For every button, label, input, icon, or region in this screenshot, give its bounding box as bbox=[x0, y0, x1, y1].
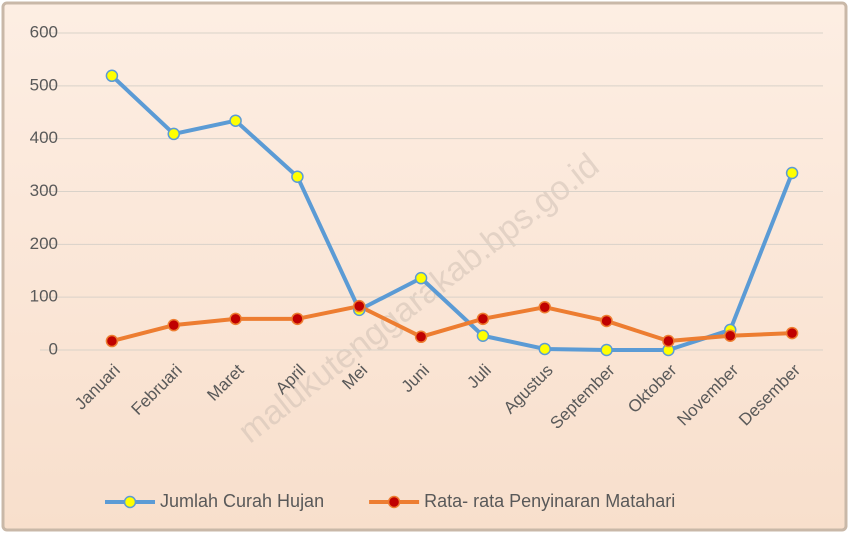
y-tick-label: 600 bbox=[30, 22, 58, 41]
data-point bbox=[600, 314, 613, 328]
legend-marker bbox=[387, 495, 401, 509]
data-point bbox=[105, 334, 119, 348]
data-point bbox=[291, 312, 304, 326]
data-point bbox=[414, 330, 428, 344]
y-tick-label: 0 bbox=[49, 339, 58, 358]
data-point bbox=[600, 343, 613, 357]
y-tick-label: 500 bbox=[30, 75, 58, 94]
data-point bbox=[291, 170, 304, 183]
data-point bbox=[476, 329, 490, 342]
data-point bbox=[353, 299, 366, 313]
data-point bbox=[538, 342, 551, 356]
data-point bbox=[476, 312, 490, 326]
data-point bbox=[105, 69, 119, 83]
y-tick-label: 400 bbox=[30, 128, 58, 147]
series-line bbox=[111, 304, 793, 344]
data-point bbox=[538, 300, 551, 314]
data-point bbox=[414, 271, 428, 285]
data-point bbox=[785, 326, 799, 340]
y-tick-label: 100 bbox=[30, 287, 58, 306]
legend-label: Rata- rata Penyinaran Matahari bbox=[424, 491, 675, 511]
series-line bbox=[110, 74, 794, 352]
y-tick-label: 300 bbox=[30, 181, 58, 200]
legend-label: Jumlah Curah Hujan bbox=[160, 491, 324, 511]
legend-marker bbox=[123, 495, 137, 509]
data-point bbox=[785, 166, 799, 180]
data-point bbox=[167, 318, 180, 332]
data-point bbox=[167, 127, 180, 141]
data-point bbox=[229, 114, 242, 127]
data-point bbox=[229, 312, 242, 326]
data-point bbox=[662, 334, 675, 348]
data-point bbox=[724, 329, 737, 342]
y-tick-label: 200 bbox=[30, 234, 58, 253]
